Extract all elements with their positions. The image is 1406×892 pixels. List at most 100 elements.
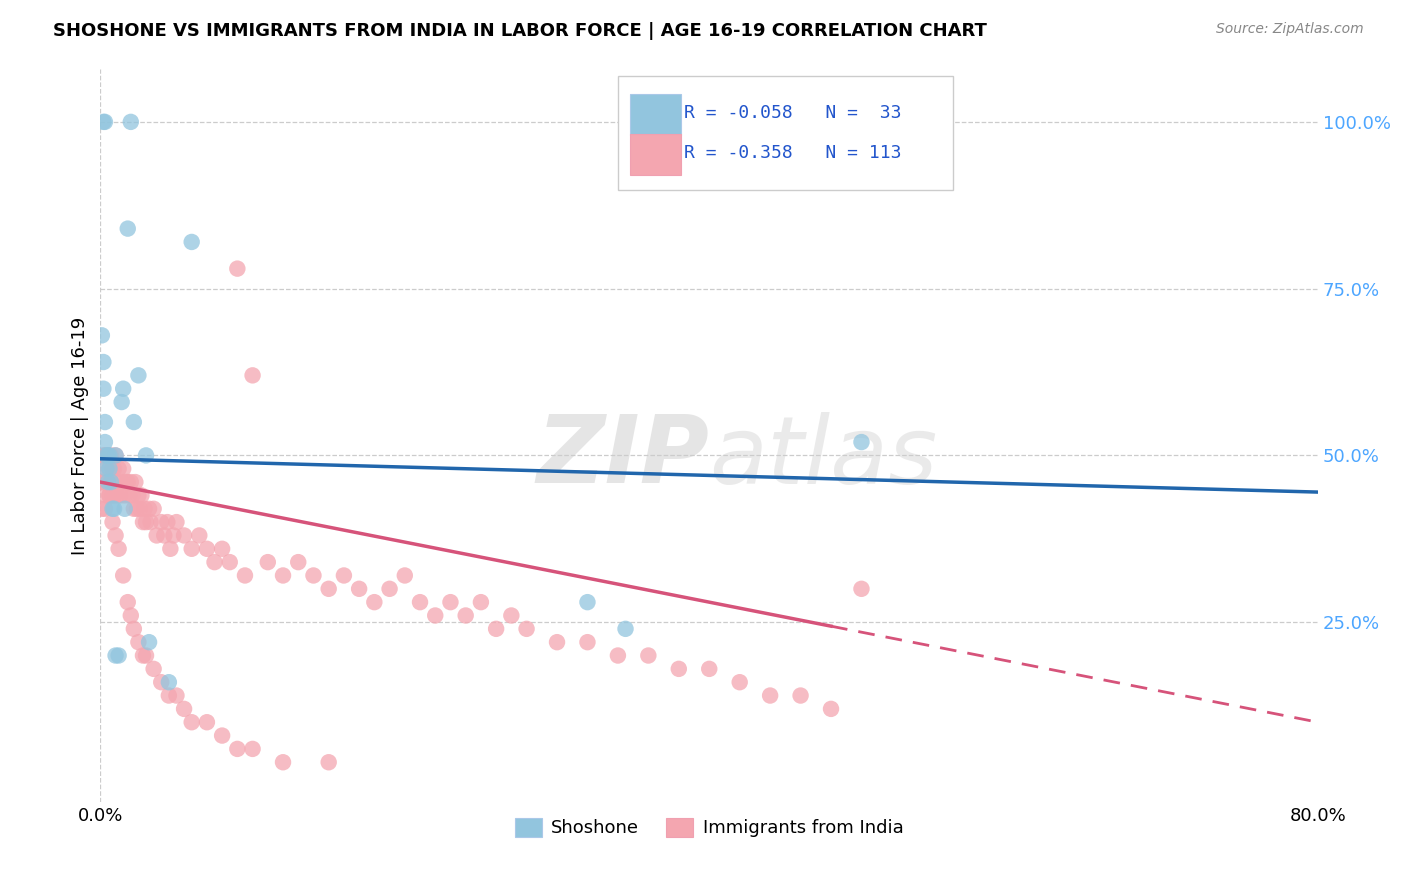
Point	[100, 449, 122, 463]
Point	[101, 501, 124, 516]
Point	[129, 501, 152, 516]
Point	[112, 382, 135, 396]
Point	[135, 449, 157, 463]
Point	[233, 568, 256, 582]
Point	[576, 595, 599, 609]
Point	[211, 729, 233, 743]
Point	[139, 515, 162, 529]
Point	[256, 555, 278, 569]
Point	[180, 235, 202, 249]
Point	[122, 622, 145, 636]
Point	[153, 528, 176, 542]
Point	[98, 462, 121, 476]
Point	[112, 462, 135, 476]
Point	[195, 715, 218, 730]
Point	[162, 528, 184, 542]
Point	[96, 462, 118, 476]
Point	[112, 568, 135, 582]
Point	[94, 415, 117, 429]
Point	[159, 541, 181, 556]
Point	[318, 582, 340, 596]
Point	[138, 501, 160, 516]
Y-axis label: In Labor Force | Age 16-19: In Labor Force | Age 16-19	[72, 317, 89, 555]
Point	[759, 689, 782, 703]
Point	[173, 702, 195, 716]
Point	[117, 595, 139, 609]
Point	[851, 435, 873, 450]
Point	[103, 488, 125, 502]
Point	[117, 475, 139, 489]
Point	[302, 568, 325, 582]
Point	[114, 488, 136, 502]
Point	[111, 395, 134, 409]
Point	[121, 488, 143, 502]
Point	[103, 501, 125, 516]
Point	[363, 595, 385, 609]
Point	[226, 742, 249, 756]
Point	[107, 648, 129, 663]
Point	[439, 595, 461, 609]
Point	[108, 488, 131, 502]
Point	[101, 462, 124, 476]
Point	[107, 541, 129, 556]
Text: Source: ZipAtlas.com: Source: ZipAtlas.com	[1216, 22, 1364, 37]
Point	[120, 475, 142, 489]
Point	[409, 595, 432, 609]
Point	[157, 689, 180, 703]
Point	[93, 449, 115, 463]
Point	[94, 475, 117, 489]
Point	[97, 449, 120, 463]
Point	[470, 595, 492, 609]
Text: atlas: atlas	[709, 412, 938, 503]
FancyBboxPatch shape	[617, 76, 953, 190]
Point	[111, 475, 134, 489]
Point	[97, 475, 120, 489]
Point	[546, 635, 568, 649]
Point	[90, 475, 112, 489]
Point	[117, 221, 139, 235]
Point	[318, 756, 340, 770]
Point	[637, 648, 659, 663]
Point	[127, 368, 149, 383]
Point	[173, 528, 195, 542]
Point	[188, 528, 211, 542]
Point	[166, 689, 188, 703]
Point	[211, 541, 233, 556]
FancyBboxPatch shape	[630, 94, 682, 135]
Point	[94, 115, 117, 129]
Point	[93, 475, 115, 489]
Point	[97, 475, 120, 489]
Point	[157, 675, 180, 690]
Point	[138, 635, 160, 649]
Point	[150, 515, 173, 529]
Point	[668, 662, 690, 676]
Point	[103, 462, 125, 476]
Point	[120, 608, 142, 623]
Point	[851, 582, 873, 596]
Point	[142, 501, 165, 516]
Point	[105, 488, 128, 502]
Point	[131, 488, 153, 502]
Point	[97, 449, 120, 463]
Point	[104, 528, 127, 542]
Point	[104, 475, 127, 489]
Point	[98, 462, 121, 476]
Point	[378, 582, 401, 596]
Point	[242, 368, 264, 383]
Point	[100, 475, 122, 489]
Point	[93, 355, 115, 369]
Point	[394, 568, 416, 582]
Point	[150, 675, 173, 690]
Point	[195, 541, 218, 556]
Point	[180, 715, 202, 730]
Point	[728, 675, 751, 690]
Text: SHOSHONE VS IMMIGRANTS FROM INDIA IN LABOR FORCE | AGE 16-19 CORRELATION CHART: SHOSHONE VS IMMIGRANTS FROM INDIA IN LAB…	[53, 22, 987, 40]
Point	[90, 328, 112, 343]
Text: ZIP: ZIP	[536, 411, 709, 503]
Point	[96, 462, 118, 476]
Point	[516, 622, 538, 636]
Point	[98, 488, 121, 502]
Point	[347, 582, 370, 596]
Point	[125, 501, 148, 516]
Point	[485, 622, 508, 636]
